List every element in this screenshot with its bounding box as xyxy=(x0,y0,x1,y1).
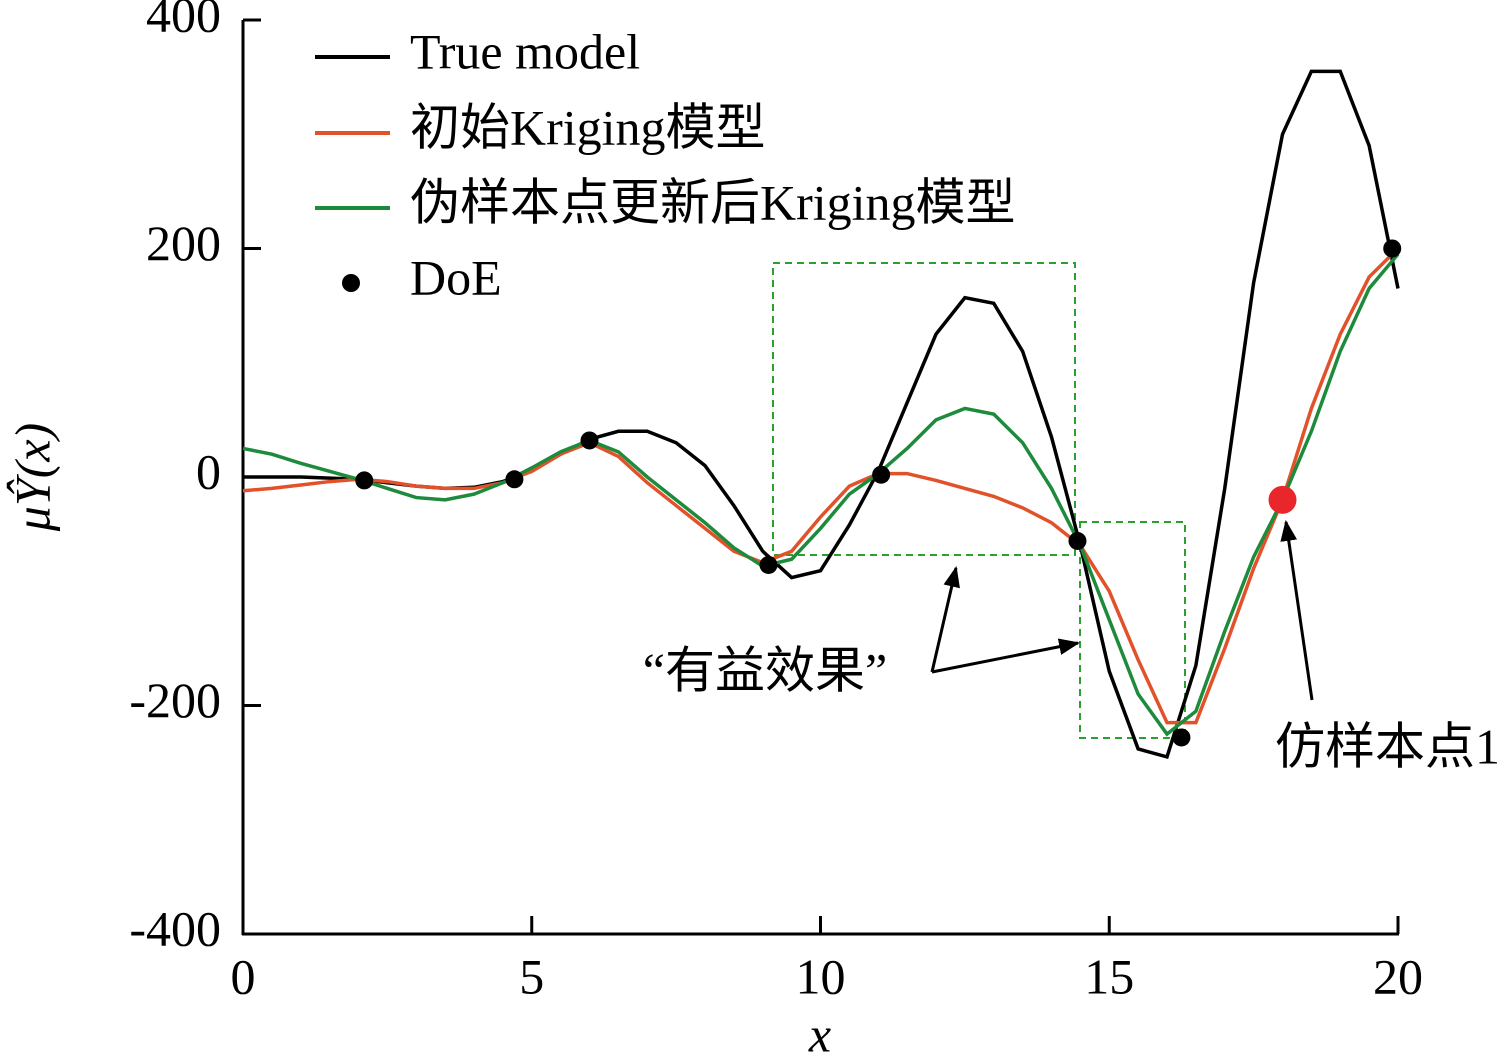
y-axis-label: μŶ(x) xyxy=(4,423,60,532)
arrow xyxy=(931,638,1081,674)
x-tick-label: 15 xyxy=(1084,948,1134,1004)
pseudo-sample-point xyxy=(1268,485,1297,514)
series-line xyxy=(242,253,1400,737)
legend-label: 伪样本点更新后Kriging模型 xyxy=(410,174,1016,230)
legend-swatch xyxy=(342,274,360,292)
doe-point xyxy=(872,465,891,484)
arrow xyxy=(1280,519,1314,701)
y-tick-label: -400 xyxy=(129,900,221,956)
x-tick-label: 10 xyxy=(796,948,846,1004)
highlight-box xyxy=(1079,521,1186,739)
x-axis-label: x xyxy=(808,1006,831,1060)
annotation: 仿样本点1 xyxy=(1275,718,1500,774)
legend-label: 初始Kriging模型 xyxy=(410,99,766,155)
y-tick-label: -200 xyxy=(129,672,221,728)
annotation: “有益效果” xyxy=(643,642,887,698)
x-tick-label: 0 xyxy=(231,948,256,1004)
x-tick-label: 5 xyxy=(519,948,544,1004)
highlight-box xyxy=(772,262,1076,556)
y-tick-label: 400 xyxy=(146,0,221,42)
x-tick-label: 20 xyxy=(1373,948,1423,1004)
y-tick-label: 200 xyxy=(146,215,221,271)
doe-point xyxy=(1172,728,1191,747)
doe-point xyxy=(759,555,778,574)
legend-label: True model xyxy=(410,23,640,79)
doe-point xyxy=(1068,531,1087,550)
y-tick-label: 0 xyxy=(196,443,221,499)
doe-point xyxy=(505,470,524,489)
doe-point xyxy=(580,431,599,450)
arrow xyxy=(930,565,960,673)
series-line xyxy=(242,247,1400,725)
doe-point xyxy=(355,471,374,490)
arrows xyxy=(930,519,1314,701)
legend-label: DoE xyxy=(410,249,502,305)
doe-point xyxy=(1383,239,1402,258)
